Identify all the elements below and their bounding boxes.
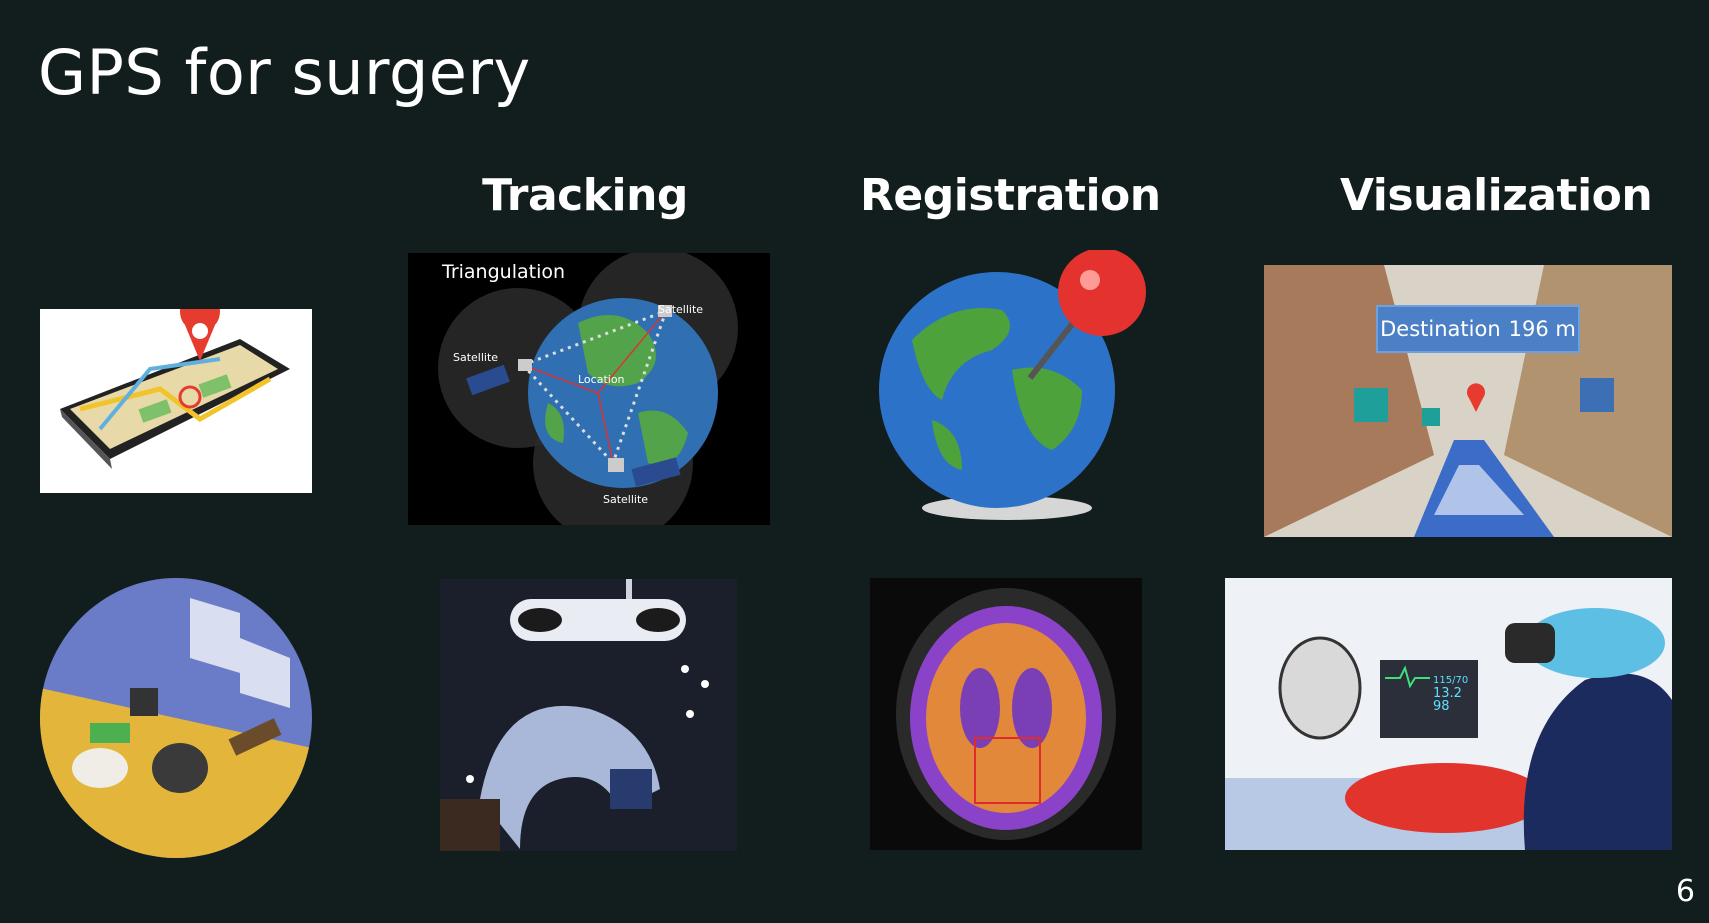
satellite-label-left: Satellite [453,351,498,364]
column-heading-visualization: Visualization [1340,170,1653,221]
destination-banner: Destination 196 m [1376,305,1580,353]
surgical-navigation-image [40,578,312,858]
location-label: Location [578,373,625,386]
hologram-value-3: 98 [1433,699,1450,714]
ar-hologram-surgery-image: 115/70 13.2 98 [1225,578,1672,850]
hologram-value-bp: 115/70 [1433,675,1469,686]
satellite-label-top: Satellite [658,303,703,316]
satellite-label-bottom: Satellite [603,493,648,506]
column-heading-registration: Registration [860,170,1161,221]
column-heading-tracking: Tracking [482,170,688,221]
page-number: 6 [1675,874,1695,909]
slide-title: GPS for surgery [38,36,531,109]
destination-distance: 196 m [1508,317,1576,341]
smartphone-map-image [40,309,312,493]
ar-street-image: Destination 196 m [1264,265,1672,537]
destination-label: Destination [1380,317,1501,341]
triangulation-image: Triangulation Satellite Satellite Satell… [408,253,770,525]
brain-scan-image [870,578,1142,850]
globe-pin-image [862,250,1152,530]
robot-arm-image [440,579,737,851]
hologram-value-2: 13.2 [1433,686,1462,701]
triangulation-title: Triangulation [441,261,565,283]
hologram-monitor-values: 115/70 13.2 98 [1433,674,1477,713]
